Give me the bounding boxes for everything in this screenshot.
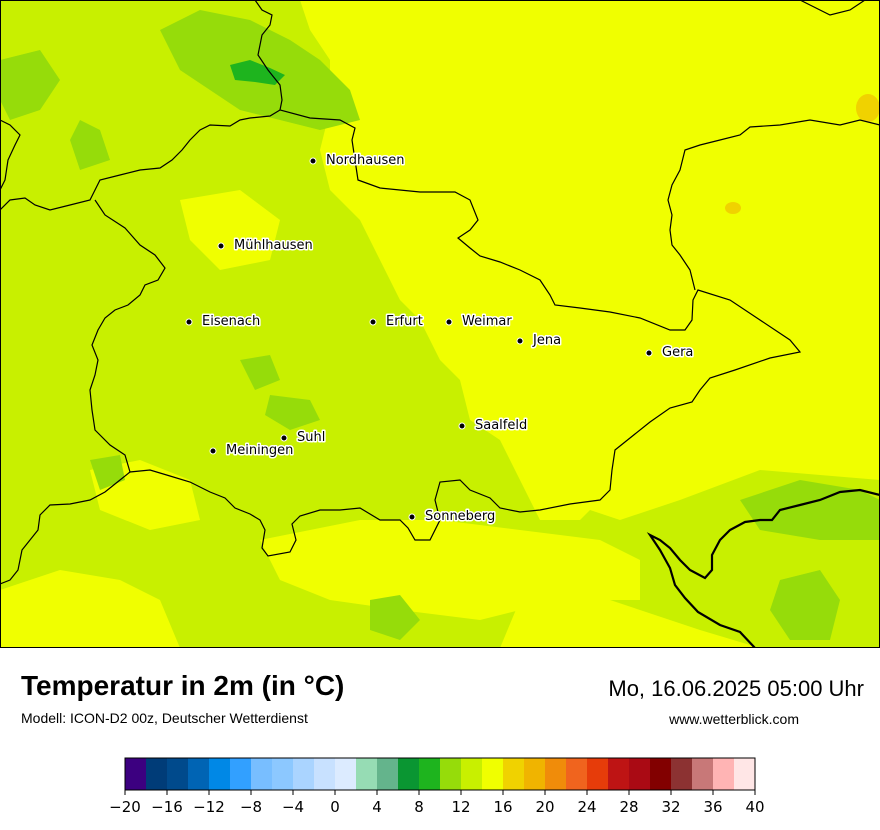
- orange-spots: [725, 94, 880, 214]
- legend-frame: [124, 757, 756, 791]
- map-title: Temperatur in 2m (in °C): [21, 670, 345, 701]
- state-border: [0, 0, 880, 585]
- legend-swatch: [734, 758, 756, 790]
- city-label: Meiningen: [226, 443, 293, 458]
- legend-swatch: [209, 758, 231, 790]
- legend-tick-label: 8: [414, 798, 424, 816]
- legend-tick-label: 20: [535, 798, 554, 816]
- city-eisenach[interactable]: Eisenach: [185, 313, 262, 331]
- legend-swatch: [377, 758, 399, 790]
- legend-swatch: [335, 758, 357, 790]
- legend-swatch: [272, 758, 294, 790]
- city-label: Sonneberg: [425, 509, 495, 524]
- legend-swatch: [314, 758, 336, 790]
- city-weimar[interactable]: Weimar: [445, 313, 514, 331]
- city-markers: Nordhausen Mühlhausen Eisenach Erfurt We…: [185, 152, 695, 526]
- legend-swatch: [608, 758, 630, 790]
- city-jena[interactable]: Jena: [516, 332, 563, 350]
- legend-swatch: [251, 758, 273, 790]
- color-legend: −20 −16 −12 −8 −4 0 4 8 12 16 20 24 28 32 36 40: [109, 757, 765, 816]
- temperature-map: Nordhausen Mühlhausen Eisenach Erfurt We…: [0, 0, 880, 648]
- city-nordhausen[interactable]: Nordhausen: [309, 152, 406, 170]
- city-erfurt[interactable]: Erfurt: [369, 313, 424, 331]
- city-sonneberg[interactable]: Sonneberg: [408, 508, 497, 526]
- city-label: Mühlhausen: [234, 238, 313, 253]
- legend-tick-label: 32: [661, 798, 680, 816]
- legend-swatches: [125, 758, 756, 790]
- legend-swatch: [461, 758, 483, 790]
- city-meiningen[interactable]: Meiningen: [209, 442, 295, 460]
- city-label: Eisenach: [202, 314, 260, 329]
- city-label: Weimar: [462, 314, 512, 329]
- forecast-datetime: Mo, 16.06.2025 05:00 Uhr: [608, 676, 864, 701]
- city-label: Suhl: [297, 430, 325, 445]
- legend-ticks: −20 −16 −12 −8 −4 0 4 8 12 16 20 24 28 32 36 40: [109, 790, 765, 816]
- legend-swatch: [692, 758, 714, 790]
- city-label: Gera: [662, 345, 693, 360]
- darkgreen-zones: [230, 60, 285, 85]
- legend-tick-label: 36: [703, 798, 722, 816]
- legend-tick-label: −8: [240, 798, 262, 816]
- warm-zones: [0, 0, 880, 648]
- legend-swatch: [293, 758, 315, 790]
- website-link[interactable]: www.wetterblick.com: [669, 711, 799, 727]
- model-source: Modell: ICON-D2 00z, Deutscher Wetterdie…: [21, 710, 308, 726]
- legend-tick-label: 24: [577, 798, 596, 816]
- city-label: Erfurt: [386, 314, 423, 329]
- legend-tick-label: 0: [330, 798, 340, 816]
- city-muehlhausen[interactable]: Mühlhausen: [217, 237, 314, 255]
- city-label: Jena: [532, 333, 561, 348]
- legend-swatch: [125, 758, 147, 790]
- legend-swatch: [566, 758, 588, 790]
- legend-swatch: [398, 758, 420, 790]
- legend-swatch: [524, 758, 546, 790]
- legend-swatch: [713, 758, 735, 790]
- legend-swatch: [356, 758, 378, 790]
- legend-swatch: [188, 758, 210, 790]
- legend-tick-label: −12: [193, 798, 225, 816]
- legend-tick-label: −20: [109, 798, 141, 816]
- legend-swatch: [587, 758, 609, 790]
- country-border: [646, 488, 880, 648]
- legend-swatch: [419, 758, 441, 790]
- city-saalfeld[interactable]: Saalfeld: [458, 417, 529, 435]
- legend-swatch: [146, 758, 168, 790]
- city-label: Saalfeld: [475, 418, 527, 433]
- legend-swatch: [545, 758, 567, 790]
- legend-swatch: [230, 758, 252, 790]
- legend-tick-label: 16: [493, 798, 512, 816]
- legend-swatch: [503, 758, 525, 790]
- legend-swatch: [440, 758, 462, 790]
- city-suhl[interactable]: Suhl: [280, 429, 327, 447]
- legend-swatch: [671, 758, 693, 790]
- legend-swatch: [629, 758, 651, 790]
- legend-tick-label: −16: [151, 798, 183, 816]
- city-gera[interactable]: Gera: [645, 344, 695, 362]
- legend-swatch: [650, 758, 672, 790]
- legend-tick-label: 40: [745, 798, 764, 816]
- legend-swatch: [167, 758, 189, 790]
- legend-tick-label: 28: [619, 798, 638, 816]
- legend-swatch: [482, 758, 504, 790]
- legend-tick-label: 12: [451, 798, 470, 816]
- city-label: Nordhausen: [326, 153, 405, 168]
- legend-tick-label: −4: [282, 798, 304, 816]
- legend-tick-label: 4: [372, 798, 382, 816]
